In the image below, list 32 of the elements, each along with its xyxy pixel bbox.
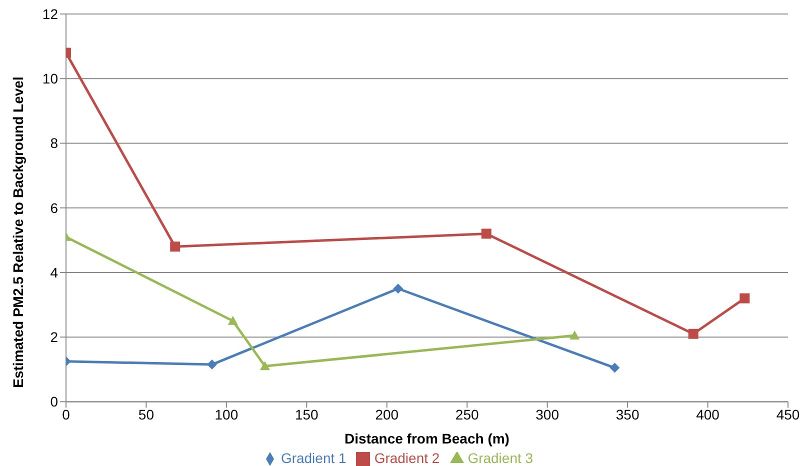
point [260,361,270,370]
y-tick-label: 10 [42,70,58,87]
x-axis-title: Distance from Beach (m) [344,430,510,447]
point [207,360,218,370]
x-tick-label: 0 [62,406,70,423]
x-tick-label: 100 [214,406,238,423]
y-tick-label: 2 [50,329,58,346]
x-tick-label: 450 [776,406,800,423]
x-tick-label: 250 [455,406,480,423]
y-tick-label: 12 [42,6,58,22]
point [393,284,404,294]
point [610,362,620,373]
x-tick-label: 50 [138,406,154,423]
point [481,228,492,239]
legend-label: Gradient 1 [280,450,346,466]
point [740,293,750,304]
point [170,242,180,252]
x-tick-label: 350 [616,406,640,423]
point [570,330,580,340]
legend-label: Gradient 3 [468,450,534,466]
x-tick-label: 150 [294,406,319,423]
y-tick-label: 8 [50,135,58,152]
x-tick-label: 400 [696,406,720,423]
x-tick-label: 200 [375,406,399,423]
legend-label: Gradient 2 [374,450,440,466]
point [688,328,698,339]
y-tick-label: 0 [50,394,58,410]
x-tick-label: 300 [536,406,560,423]
point [228,316,238,325]
y-tick-label: 6 [50,200,58,216]
y-tick-label: 4 [50,264,58,280]
y-axis-title: Estimated PM2.5 Relative to Background Level [10,76,26,388]
